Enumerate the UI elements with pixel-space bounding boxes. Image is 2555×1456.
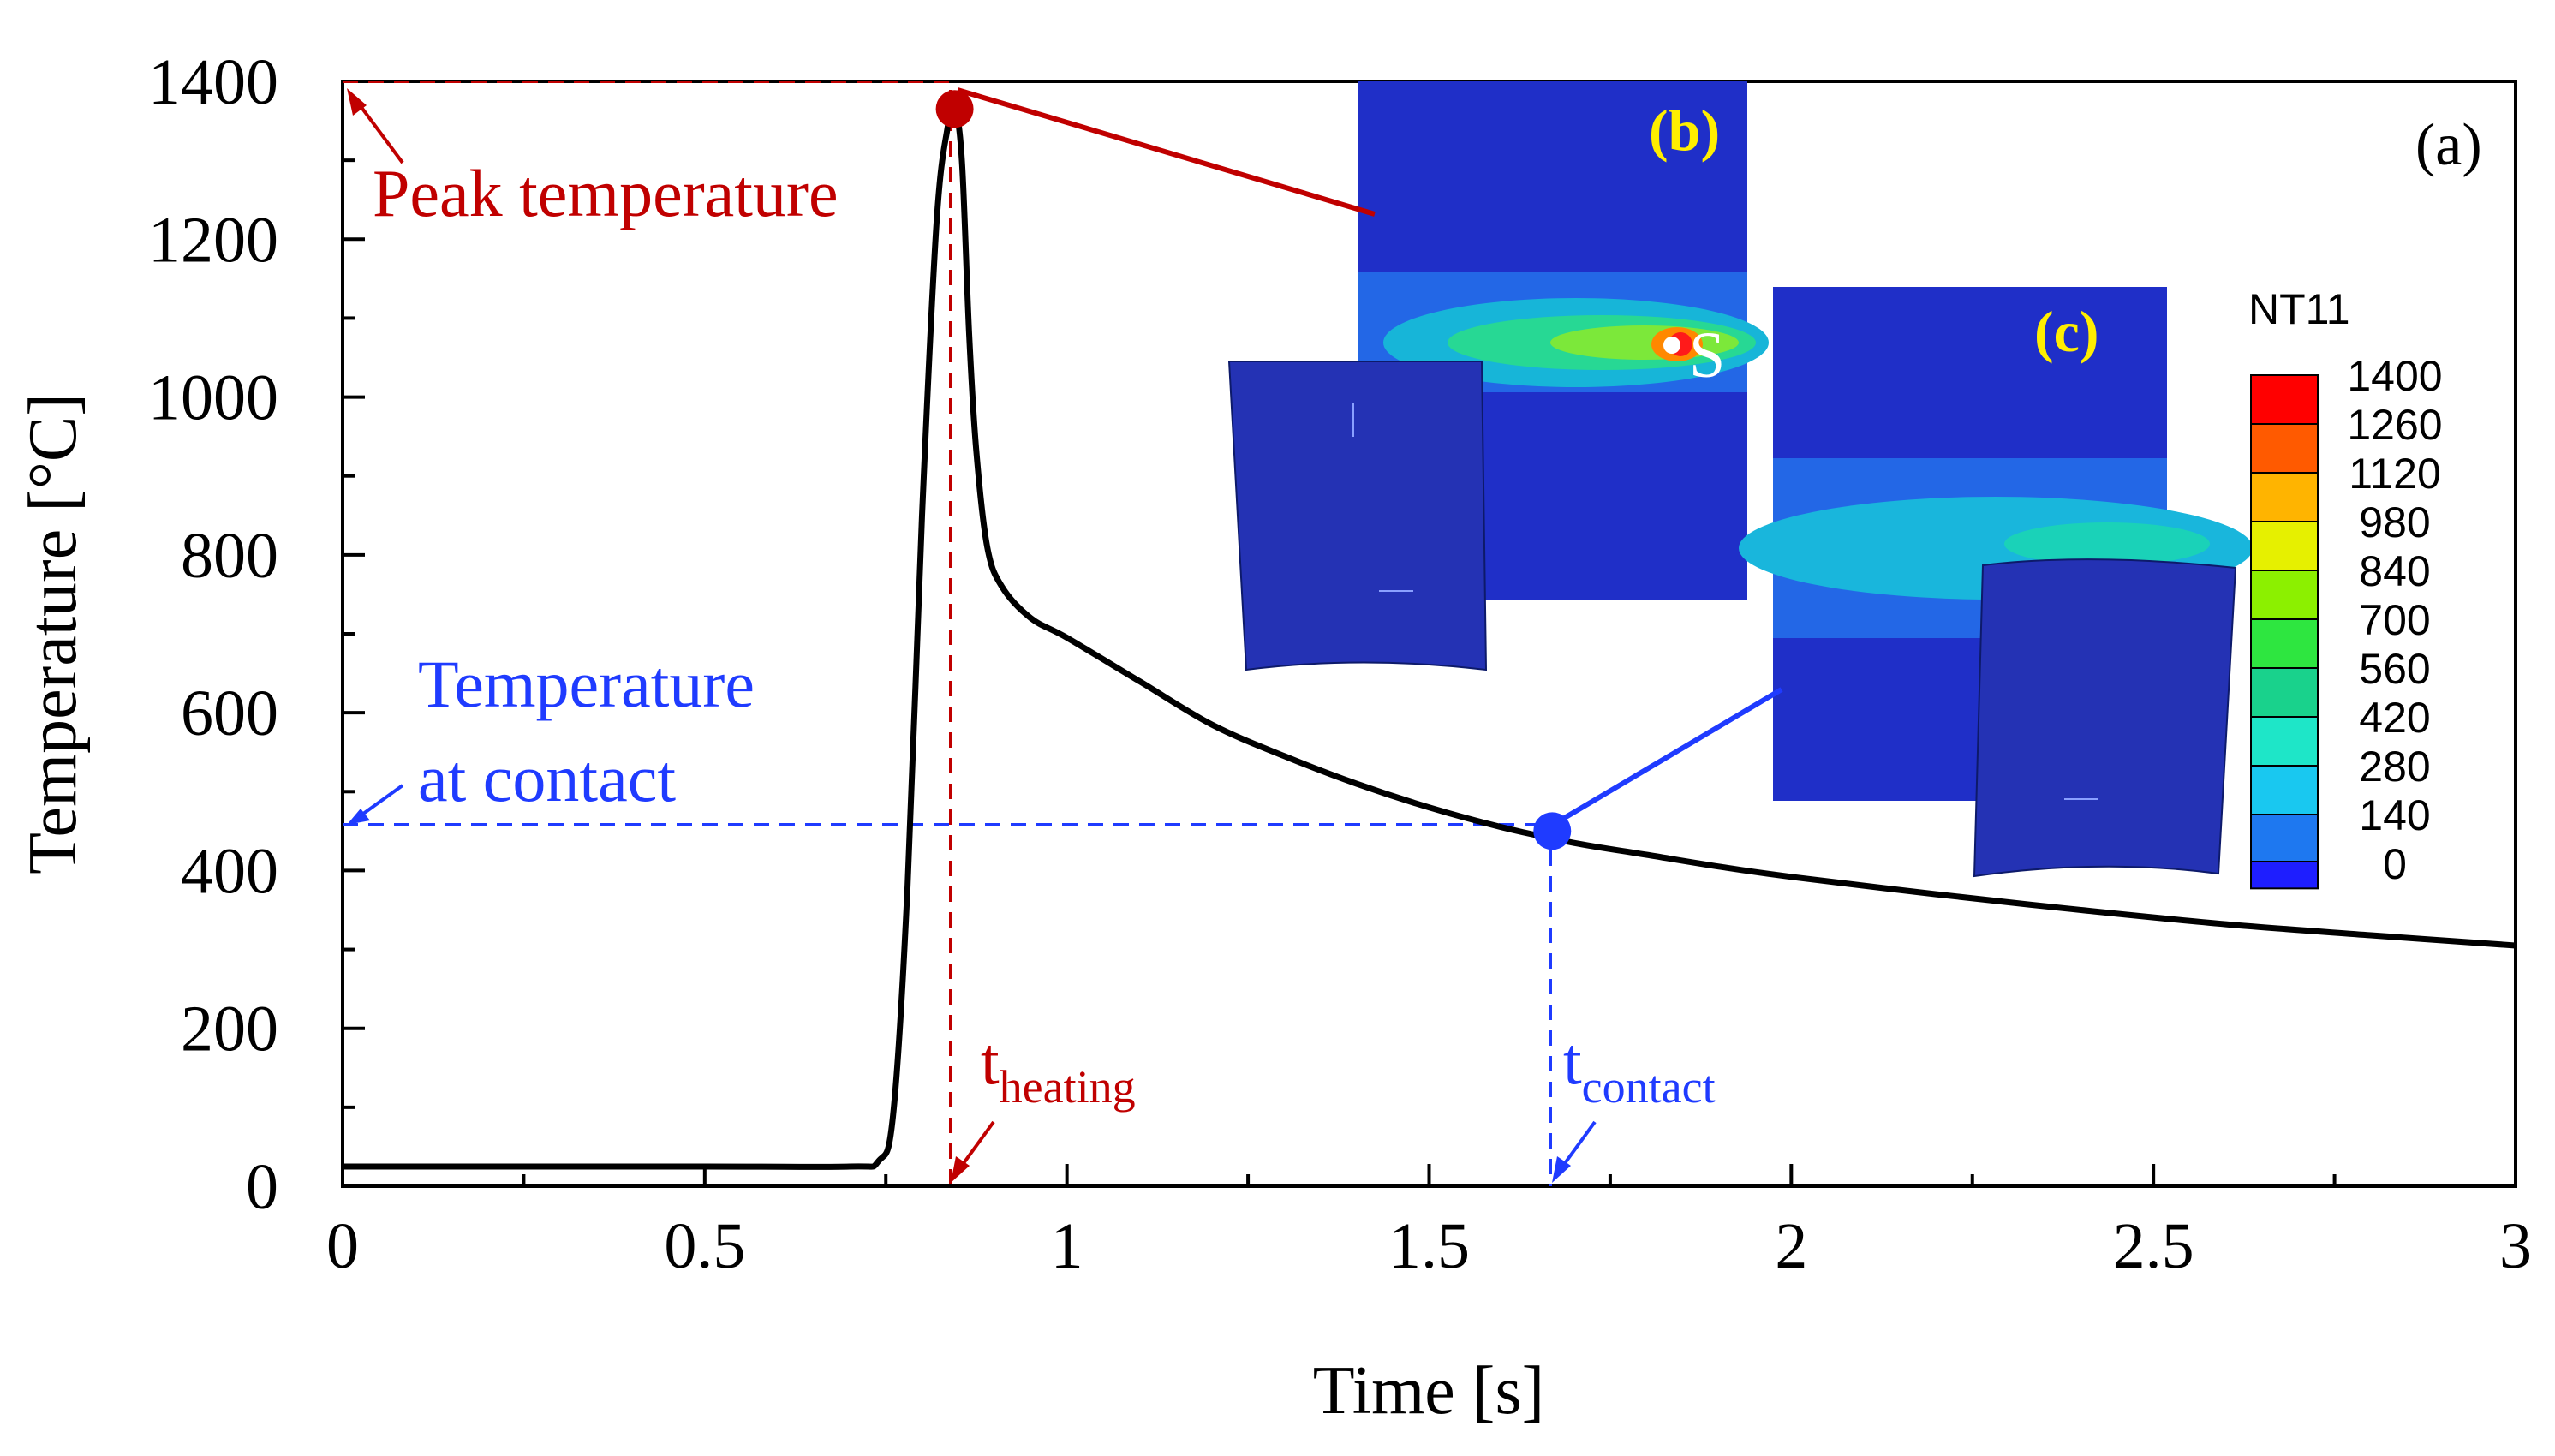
- legend-title: NT11: [2248, 285, 2350, 333]
- x-tick-label: 2: [1775, 1210, 1807, 1282]
- t-heating-base: t: [981, 1023, 1000, 1098]
- legend-value: 1260: [2347, 401, 2442, 449]
- t-heating-label: theating: [981, 1023, 1136, 1113]
- peak-connector: [957, 87, 1376, 217]
- t-contact-base: t: [1563, 1023, 1582, 1098]
- y-tick-label: 600: [181, 677, 278, 749]
- y-tick-label: 1200: [148, 204, 278, 276]
- y-tick-label: 0: [246, 1151, 278, 1223]
- t-contact-label: tcontact: [1563, 1023, 1716, 1113]
- legend-swatch: [2250, 814, 2319, 864]
- panel-label-a: (a): [2415, 112, 2482, 178]
- legend-swatch: [2250, 618, 2319, 669]
- inset-c-label: (c): [2034, 299, 2098, 364]
- y-ticks: 0 200 400 600 800 1000 1200 1400: [148, 46, 365, 1223]
- y-tick-label: 800: [181, 520, 278, 592]
- contact-temperature-label-line1: Temperature: [418, 647, 755, 721]
- x-tick-label: 0: [326, 1210, 359, 1282]
- peak-arrow: [347, 88, 404, 164]
- legend-swatch: [2250, 521, 2319, 571]
- x-axis-label: Time [s]: [1313, 1353, 1544, 1429]
- legend-value: 420: [2359, 694, 2430, 742]
- contact-marker: [1533, 812, 1572, 850]
- legend-value: 560: [2359, 645, 2430, 693]
- legend-swatch: [2250, 861, 2319, 890]
- x-tick-label: 2.5: [2113, 1210, 2194, 1282]
- point-s-marker: [1663, 337, 1680, 354]
- peak-temperature-label: Peak temperature: [373, 156, 839, 230]
- legend-value: 140: [2359, 791, 2430, 839]
- point-s-label: S: [1689, 319, 1725, 391]
- t-contact-subscript: contact: [1582, 1061, 1716, 1113]
- legend-swatch: [2250, 765, 2319, 815]
- y-tick-label: 400: [181, 835, 278, 907]
- x-tick-label: 0.5: [664, 1210, 745, 1282]
- contact-temperature-label-line2: at contact: [418, 741, 676, 815]
- peak-marker: [935, 90, 974, 128]
- t-contact-arrow: [1552, 1120, 1597, 1183]
- legend-value: 1400: [2347, 352, 2442, 400]
- legend-value: 980: [2359, 498, 2430, 546]
- legend-value: 1120: [2349, 450, 2441, 498]
- y-tick-label: 1400: [148, 46, 278, 118]
- y-tick-label: 1000: [148, 362, 278, 434]
- legend-swatch: [2250, 423, 2319, 474]
- legend-swatch: [2250, 374, 2319, 425]
- y-axis-label: Temperature [°C]: [15, 393, 91, 874]
- contact-arrow: [347, 784, 404, 825]
- legend-value: 280: [2359, 743, 2430, 791]
- x-ticks: 0 0.5 1 1.5 2 2.5 3: [326, 1164, 2532, 1282]
- inset-b-label: (b): [1649, 98, 1720, 163]
- legend-value: 840: [2359, 547, 2430, 595]
- contact-connector: [1555, 687, 1783, 825]
- legend-swatch: [2250, 667, 2319, 718]
- x-tick-label: 1: [1051, 1210, 1083, 1282]
- legend-swatch: [2250, 716, 2319, 767]
- legend-value: 0: [2383, 840, 2407, 888]
- inset-b: S (b): [1227, 81, 1769, 671]
- x-tick-label: 1.5: [1388, 1210, 1470, 1282]
- legend-value: 700: [2359, 596, 2430, 644]
- t-heating-subscript: heating: [1000, 1061, 1136, 1113]
- legend-swatch: [2250, 570, 2319, 620]
- x-tick-label: 3: [2499, 1210, 2532, 1282]
- temperature-curve: [343, 104, 2516, 1170]
- t-heating-arrow: [951, 1120, 995, 1183]
- inset-c: (c): [1739, 287, 2253, 878]
- legend-swatch: [2250, 472, 2319, 522]
- y-tick-label: 200: [181, 994, 278, 1065]
